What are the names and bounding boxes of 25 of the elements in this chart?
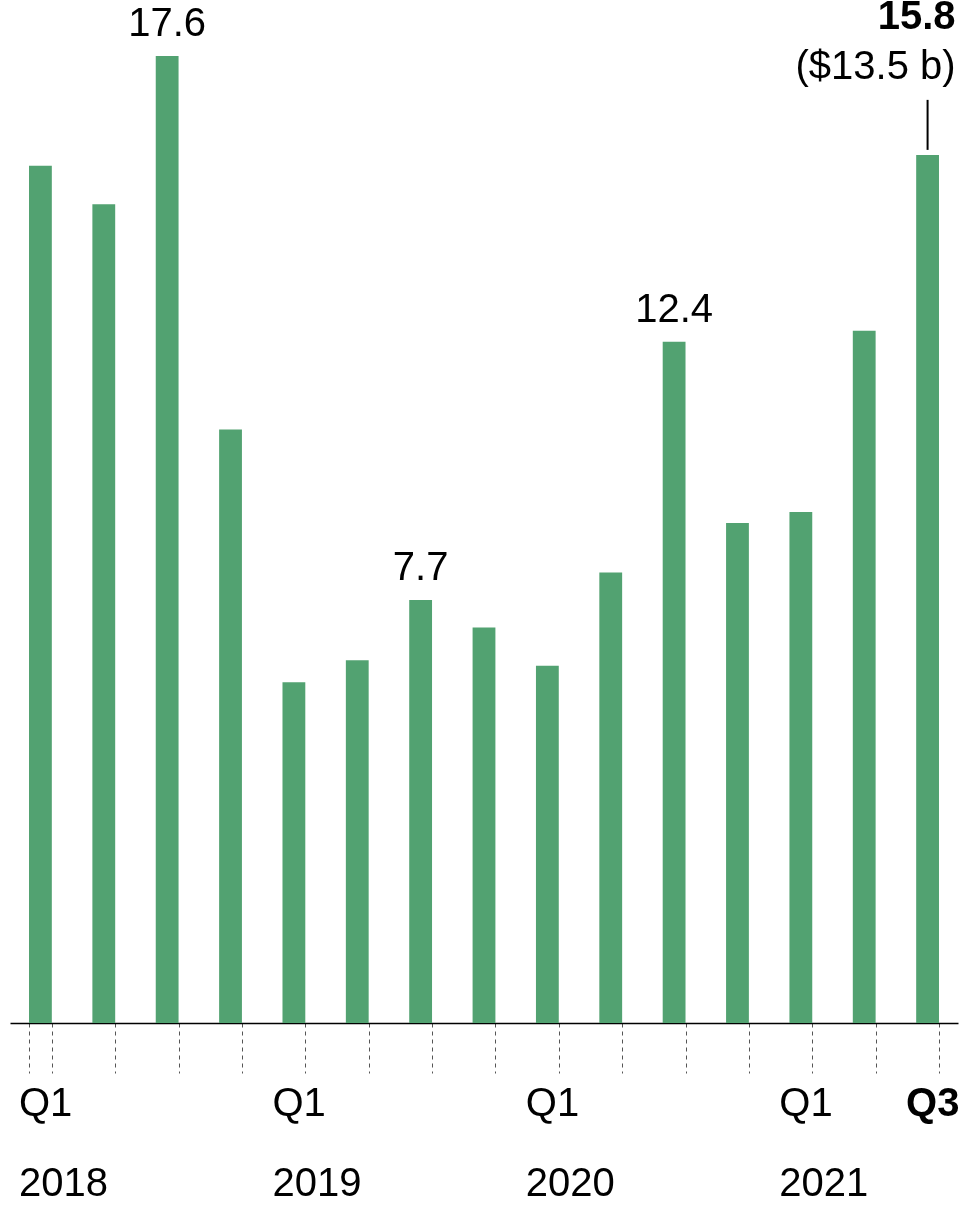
bar	[155, 55, 179, 1023]
bar	[409, 599, 433, 1023]
x-tick-label: Q3	[906, 1079, 960, 1124]
bar	[472, 627, 496, 1023]
data-label: 12.4	[635, 285, 714, 330]
x-tick-label: Q1 2019	[272, 1079, 362, 1204]
bar	[599, 572, 623, 1023]
bar	[282, 682, 306, 1023]
bar	[789, 512, 813, 1023]
x-tick-label: Q1 2021	[779, 1079, 869, 1204]
bar	[345, 660, 369, 1023]
data-label: 17.6	[128, 0, 207, 44]
bar	[92, 204, 116, 1023]
x-tick-label: Q1 2018	[18, 1079, 108, 1204]
bar	[852, 330, 876, 1023]
bar	[29, 165, 52, 1023]
bar	[916, 154, 939, 1023]
annotation: ($13.5 b)	[795, 42, 956, 87]
bar	[219, 429, 242, 1023]
data-label: 7.7	[392, 543, 449, 588]
data-label: 15.8	[877, 0, 956, 37]
bar	[535, 665, 559, 1023]
bar	[662, 341, 686, 1023]
bar	[726, 523, 749, 1023]
x-tick-label: Q1 2020	[525, 1079, 615, 1204]
